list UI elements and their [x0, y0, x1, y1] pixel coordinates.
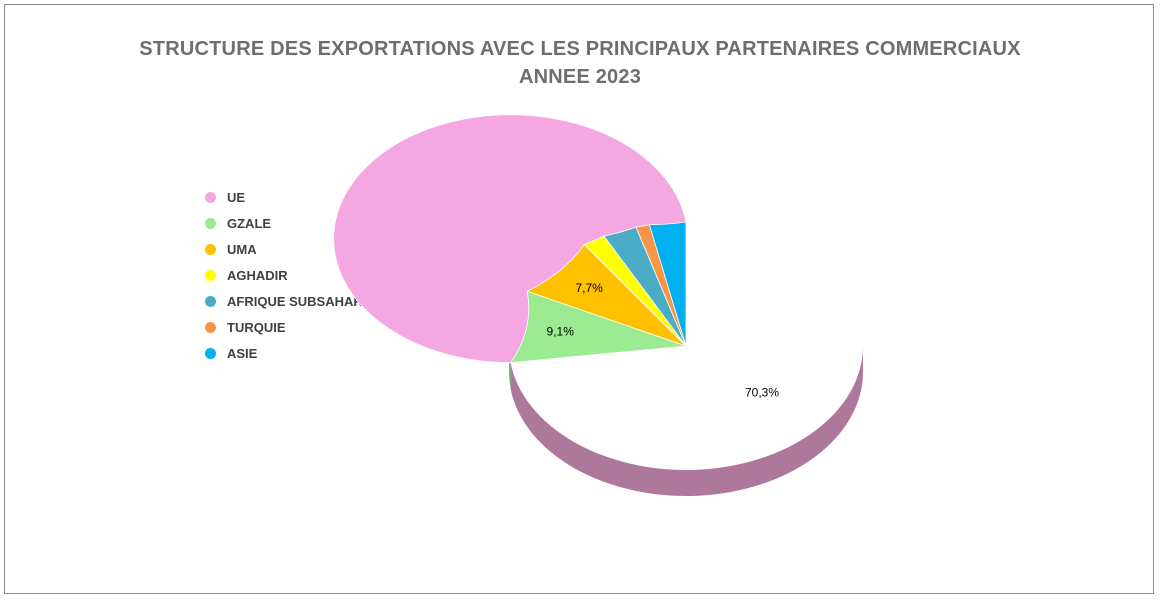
legend-swatch: [205, 321, 216, 333]
data-label: 7,7%: [576, 281, 604, 295]
pie-slice: [509, 290, 687, 364]
legend-item: UMA: [205, 236, 403, 262]
legend-label: ASIE: [227, 345, 258, 361]
legend-item: TURQUIE: [205, 314, 403, 340]
data-label: 9,1%: [547, 325, 575, 339]
legend-swatch: [205, 347, 216, 359]
chart-legend: UE GZALE UMA AGHADIR AFRIQUE SUBSAHARIENNE TU…: [205, 184, 403, 366]
legend-swatch: [205, 217, 216, 229]
legend-item: UE: [205, 184, 403, 210]
legend-label: GZALE: [227, 215, 272, 231]
chart-subtitle: ANNEE 2023: [518, 66, 642, 88]
chart-title: STRUCTURE DES EXPORTATIONS AVEC LES PRIN…: [139, 38, 1021, 60]
pie-slice-side: [510, 346, 863, 496]
legend-swatch: [205, 191, 216, 203]
legend-item: ASIE: [205, 340, 403, 366]
data-label: 70,3%: [745, 385, 779, 399]
legend-label: UE: [227, 189, 246, 205]
pie-slice: [648, 221, 687, 347]
legend-label: UMA: [227, 241, 257, 257]
legend-item: GZALE: [205, 210, 403, 236]
legend-swatch: [205, 295, 216, 307]
legend-label: AGHADIR: [227, 267, 288, 283]
pie-slice: [526, 243, 687, 347]
legend-swatch: [205, 243, 216, 255]
legend-swatch: [205, 269, 216, 281]
legend-item: AGHADIR: [205, 262, 403, 288]
legend-label: TURQUIE: [227, 319, 286, 335]
